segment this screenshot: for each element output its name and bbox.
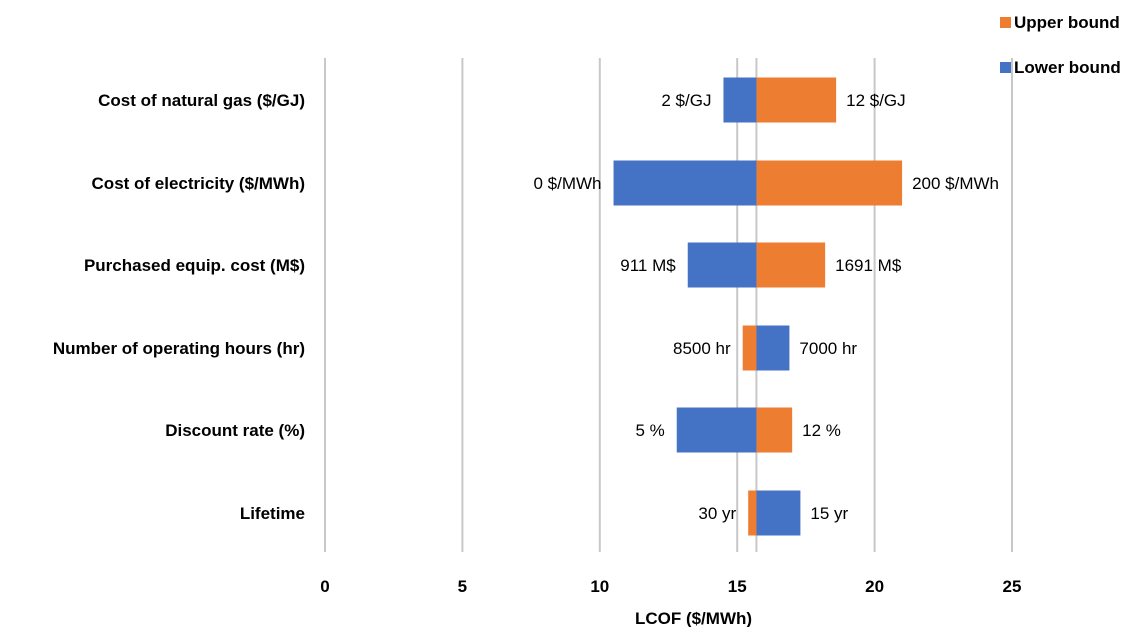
lower-bound-bar <box>687 242 757 288</box>
upper-bound-bar <box>756 77 837 123</box>
lower-bound-label: 5 % <box>635 421 664 440</box>
lower-bound-bar <box>723 77 757 123</box>
category-label: Discount rate (%) <box>165 421 305 440</box>
category-label: Cost of electricity ($/MWh) <box>92 174 305 193</box>
x-tick-label-15: 15 <box>728 577 747 596</box>
x-tick-label-0: 0 <box>320 577 329 596</box>
upper-bound-label: 30 yr <box>698 504 736 523</box>
upper-bound-bar <box>756 242 826 288</box>
lower-bound-label: 7000 hr <box>799 339 857 358</box>
lower-bound-label: 0 $/MWh <box>534 174 602 193</box>
upper-bound-label: 1691 M$ <box>835 256 902 275</box>
x-tick-label-25: 25 <box>1003 577 1022 596</box>
x-axis-title: LCOF ($/MWh) <box>635 609 752 627</box>
x-tick-label-10: 10 <box>590 577 609 596</box>
upper-bound-label: 200 $/MWh <box>912 174 999 193</box>
upper-bound-bar <box>742 325 757 371</box>
upper-bound-label: 12 $/GJ <box>846 91 906 110</box>
category-label: Cost of natural gas ($/GJ) <box>98 91 305 110</box>
category-label: Lifetime <box>240 504 305 523</box>
lower-bound-label: 911 M$ <box>620 256 676 275</box>
lower-bound-bar <box>676 407 757 453</box>
legend-swatch-lower <box>1000 62 1011 73</box>
lower-bound-bar <box>756 325 790 371</box>
legend-swatch-upper <box>1000 17 1011 28</box>
upper-bound-label: 8500 hr <box>673 339 731 358</box>
upper-bound-bar <box>756 160 903 206</box>
upper-bound-bar <box>748 490 757 536</box>
lower-bound-label: 15 yr <box>810 504 848 523</box>
x-tick-label-5: 5 <box>458 577 467 596</box>
upper-bound-label: 12 % <box>802 421 841 440</box>
x-tick-label-20: 20 <box>865 577 884 596</box>
lower-bound-bar <box>613 160 757 206</box>
category-label: Number of operating hours (hr) <box>53 339 305 358</box>
lower-bound-bar <box>756 490 801 536</box>
upper-bound-bar <box>756 407 793 453</box>
lower-bound-label: 2 $/GJ <box>661 91 711 110</box>
category-label: Purchased equip. cost (M$) <box>84 256 305 275</box>
legend-label-upper: Upper bound <box>1014 13 1120 32</box>
legend-label-lower: Lower bound <box>1014 58 1121 77</box>
